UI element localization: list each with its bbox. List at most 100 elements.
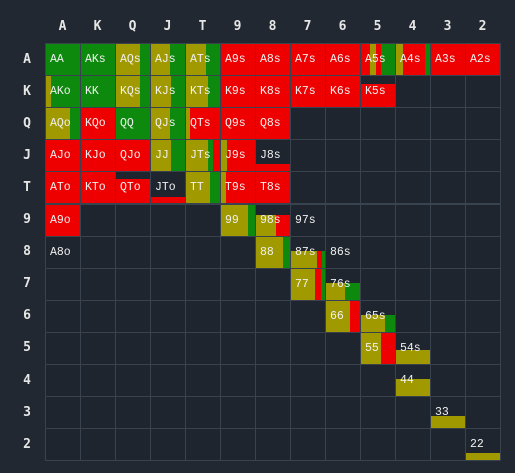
hand-cell-kjo[interactable]: KJo: [80, 139, 116, 173]
hand-cell-kjs[interactable]: KJs: [150, 75, 186, 109]
hand-cell-j8s[interactable]: J8s: [255, 139, 291, 173]
hand-cell-q8o[interactable]: [115, 235, 151, 269]
hand-cell-63s[interactable]: [430, 299, 466, 333]
hand-cell-72o[interactable]: [290, 428, 326, 462]
hand-cell-83o[interactable]: [255, 396, 291, 430]
hand-cell-q4s[interactable]: [395, 107, 431, 141]
hand-cell-q3s[interactable]: [430, 107, 466, 141]
hand-cell-t8o[interactable]: [185, 235, 221, 269]
hand-cell-aqo[interactable]: AQo: [45, 107, 81, 141]
hand-cell-76o[interactable]: [290, 299, 326, 333]
hand-cell-95s[interactable]: [360, 203, 396, 237]
hand-cell-a3o[interactable]: [45, 396, 81, 430]
hand-cell-55[interactable]: 55: [360, 331, 396, 365]
hand-cell-a7s[interactable]: A7s: [290, 43, 326, 77]
hand-cell-q7o[interactable]: [115, 267, 151, 301]
hand-cell-j9s[interactable]: J9s: [220, 139, 256, 173]
hand-cell-j3o[interactable]: [150, 396, 186, 430]
hand-cell-jj[interactable]: JJ: [150, 139, 186, 173]
hand-cell-k4o[interactable]: [80, 364, 116, 398]
hand-cell-a6s[interactable]: A6s: [325, 43, 361, 77]
hand-cell-ajo[interactable]: AJo: [45, 139, 81, 173]
hand-cell-a5s[interactable]: A5s: [360, 43, 396, 77]
hand-cell-ajs[interactable]: AJs: [150, 43, 186, 77]
hand-cell-a4o[interactable]: [45, 364, 81, 398]
hand-cell-k8s[interactable]: K8s: [255, 75, 291, 109]
hand-cell-54o[interactable]: [360, 364, 396, 398]
hand-cell-83s[interactable]: [430, 235, 466, 269]
hand-cell-k5o[interactable]: [80, 331, 116, 365]
hand-cell-93o[interactable]: [220, 396, 256, 430]
hand-cell-t6s[interactable]: [325, 171, 361, 205]
hand-cell-87s[interactable]: 87s: [290, 235, 326, 269]
hand-cell-97o[interactable]: [220, 267, 256, 301]
hand-cell-k7s[interactable]: K7s: [290, 75, 326, 109]
hand-cell-92o[interactable]: [220, 428, 256, 462]
hand-cell-73o[interactable]: [290, 396, 326, 430]
hand-cell-84s[interactable]: [395, 235, 431, 269]
hand-cell-a2s[interactable]: A2s: [465, 43, 501, 77]
hand-cell-62s[interactable]: [465, 299, 501, 333]
hand-cell-qq[interactable]: QQ: [115, 107, 151, 141]
hand-cell-94o[interactable]: [220, 364, 256, 398]
hand-cell-33[interactable]: 33: [430, 396, 466, 430]
hand-cell-t3s[interactable]: [430, 171, 466, 205]
hand-cell-76s[interactable]: 76s: [325, 267, 361, 301]
hand-cell-64o[interactable]: [325, 364, 361, 398]
hand-cell-44[interactable]: 44: [395, 364, 431, 398]
hand-cell-a5o[interactable]: [45, 331, 81, 365]
hand-cell-a9s[interactable]: A9s: [220, 43, 256, 77]
hand-cell-q8s[interactable]: Q8s: [255, 107, 291, 141]
hand-cell-q2o[interactable]: [115, 428, 151, 462]
hand-cell-k6o[interactable]: [80, 299, 116, 333]
hand-cell-jts[interactable]: JTs: [185, 139, 221, 173]
hand-cell-q3o[interactable]: [115, 396, 151, 430]
hand-cell-j4o[interactable]: [150, 364, 186, 398]
hand-cell-q6o[interactable]: [115, 299, 151, 333]
hand-cell-95o[interactable]: [220, 331, 256, 365]
hand-cell-96s[interactable]: [325, 203, 361, 237]
hand-cell-ako[interactable]: AKo: [45, 75, 81, 109]
hand-cell-aks[interactable]: AKs: [80, 43, 116, 77]
hand-cell-85o[interactable]: [255, 331, 291, 365]
hand-cell-j4s[interactable]: [395, 139, 431, 173]
hand-cell-a7o[interactable]: [45, 267, 81, 301]
hand-cell-84o[interactable]: [255, 364, 291, 398]
hand-cell-j6o[interactable]: [150, 299, 186, 333]
hand-cell-j8o[interactable]: [150, 235, 186, 269]
hand-cell-66[interactable]: 66: [325, 299, 361, 333]
hand-cell-54s[interactable]: 54s: [395, 331, 431, 365]
hand-cell-t2o[interactable]: [185, 428, 221, 462]
hand-cell-t4s[interactable]: [395, 171, 431, 205]
hand-cell-j2o[interactable]: [150, 428, 186, 462]
hand-cell-a9o[interactable]: A9o: [45, 203, 81, 237]
hand-cell-k3o[interactable]: [80, 396, 116, 430]
hand-cell-42o[interactable]: [395, 428, 431, 462]
hand-cell-86s[interactable]: 86s: [325, 235, 361, 269]
hand-cell-k2o[interactable]: [80, 428, 116, 462]
hand-cell-qto[interactable]: QTo: [115, 171, 151, 205]
hand-cell-j9o[interactable]: [150, 203, 186, 237]
hand-cell-43o[interactable]: [395, 396, 431, 430]
hand-cell-a6o[interactable]: [45, 299, 81, 333]
hand-cell-a8o[interactable]: A8o: [45, 235, 81, 269]
hand-cell-ats[interactable]: ATs: [185, 43, 221, 77]
hand-cell-j6s[interactable]: [325, 139, 361, 173]
hand-cell-k8o[interactable]: [80, 235, 116, 269]
hand-cell-62o[interactable]: [325, 428, 361, 462]
hand-cell-a4s[interactable]: A4s: [395, 43, 431, 77]
hand-cell-qts[interactable]: QTs: [185, 107, 221, 141]
hand-cell-k3s[interactable]: [430, 75, 466, 109]
hand-cell-43s[interactable]: [430, 364, 466, 398]
hand-cell-kts[interactable]: KTs: [185, 75, 221, 109]
hand-cell-q6s[interactable]: [325, 107, 361, 141]
hand-cell-t5o[interactable]: [185, 331, 221, 365]
hand-cell-t5s[interactable]: [360, 171, 396, 205]
hand-cell-j3s[interactable]: [430, 139, 466, 173]
hand-cell-k6s[interactable]: K6s: [325, 75, 361, 109]
hand-cell-a3s[interactable]: A3s: [430, 43, 466, 77]
hand-cell-96o[interactable]: [220, 299, 256, 333]
hand-cell-t2s[interactable]: [465, 171, 501, 205]
hand-cell-k5s[interactable]: K5s: [360, 75, 396, 109]
hand-cell-63o[interactable]: [325, 396, 361, 430]
